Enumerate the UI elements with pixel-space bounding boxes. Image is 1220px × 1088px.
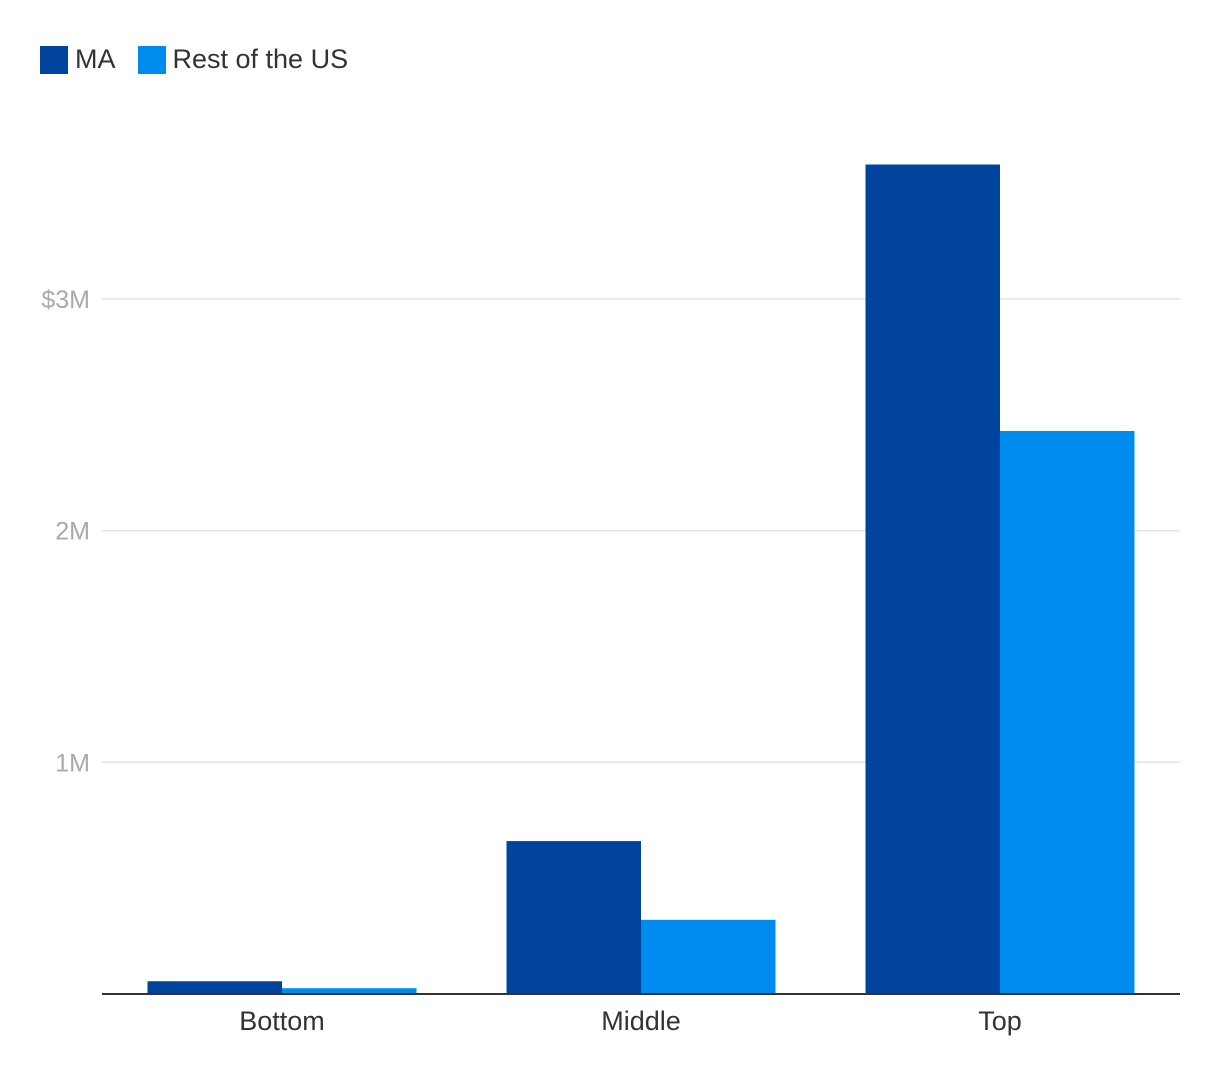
legend-item-ma: MA [40,44,116,75]
legend-label-ma: MA [75,44,116,74]
x-tick-label-top: Top [978,1006,1022,1036]
x-tick-label-bottom: Bottom [239,1006,325,1036]
bar-bottom-ma [147,981,282,994]
x-tick-label-middle: Middle [601,1006,681,1036]
legend-label-rest-of-us: Rest of the US [172,44,349,74]
y-tick-label-2: $3M [41,286,90,314]
y-tick-label-1: 2M [55,518,90,546]
legend: MA Rest of the US [40,44,348,75]
legend-swatch-rest-of-us [137,45,166,74]
bar-bottom-rest-of-us [282,988,417,994]
bar-middle-ma [506,841,641,994]
bar-top-ma [865,164,1000,994]
bar-top-rest-of-us [1000,430,1135,994]
legend-swatch-ma [40,45,68,74]
legend-item-rest-of-us: Rest of the US [137,44,349,75]
bar-middle-rest-of-us [641,919,776,994]
y-tick-label-0: 1M [55,749,90,777]
